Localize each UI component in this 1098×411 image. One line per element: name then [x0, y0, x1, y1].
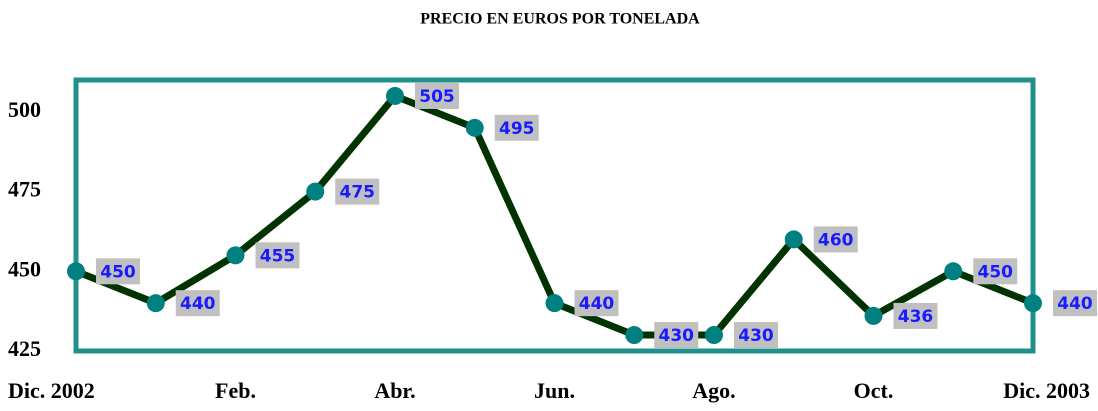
- plot-frame: [73, 77, 1036, 354]
- data-label: 450: [100, 262, 136, 282]
- data-label: 460: [818, 230, 854, 250]
- x-tick-label: Abr.: [374, 378, 415, 403]
- marker: [864, 306, 883, 325]
- marker: [545, 294, 564, 313]
- data-label: 440: [1057, 294, 1093, 314]
- x-tick-label: Dic. 2003: [1003, 378, 1090, 403]
- data-label-bg: [734, 322, 778, 349]
- chart-title: PRECIO EN EUROS POR TONELADA: [420, 11, 700, 28]
- data-label-bg: [175, 290, 220, 317]
- data-label-bg: [654, 322, 699, 349]
- marker: [625, 326, 644, 345]
- x-tick-label: Dic. 2002: [8, 378, 95, 403]
- x-tick-label: Feb.: [215, 378, 256, 403]
- data-label: 430: [659, 326, 695, 346]
- marker: [465, 118, 484, 137]
- x-tick-label: Oct.: [854, 378, 894, 403]
- x-tick-label: Jun.: [534, 378, 575, 403]
- data-label: 455: [260, 246, 296, 266]
- data-label-bg: [335, 178, 380, 205]
- marker: [705, 326, 723, 345]
- data-label-bg: [1053, 290, 1097, 317]
- marker: [226, 246, 245, 265]
- marker: [306, 182, 325, 201]
- marker: [1024, 294, 1042, 313]
- data-label: 440: [180, 294, 216, 314]
- y-tick-label: 475: [8, 177, 41, 202]
- data-label-bg: [96, 258, 140, 285]
- x-tick-label: Ago.: [692, 378, 735, 403]
- data-label: 475: [340, 183, 376, 203]
- marker: [146, 294, 165, 313]
- y-tick-label: 450: [8, 256, 41, 281]
- data-label-bg: [813, 226, 858, 253]
- data-label-bg: [494, 114, 539, 141]
- data-label: 436: [898, 307, 934, 327]
- marker: [944, 262, 963, 281]
- data-label-bg: [255, 242, 300, 269]
- data-label: 440: [579, 294, 615, 314]
- data-label: 450: [978, 262, 1014, 282]
- marker: [67, 262, 85, 281]
- data-label-bg: [893, 302, 938, 329]
- data-label: 505: [419, 87, 455, 107]
- data-label: 495: [499, 119, 535, 139]
- y-tick-label: 500: [8, 97, 41, 122]
- data-label-bg: [973, 258, 1018, 285]
- data-label: 430: [738, 326, 774, 346]
- marker: [386, 86, 404, 105]
- marker: [784, 230, 803, 249]
- y-tick-label: 425: [8, 336, 41, 361]
- data-label-bg: [415, 82, 459, 109]
- data-label-bg: [574, 290, 619, 317]
